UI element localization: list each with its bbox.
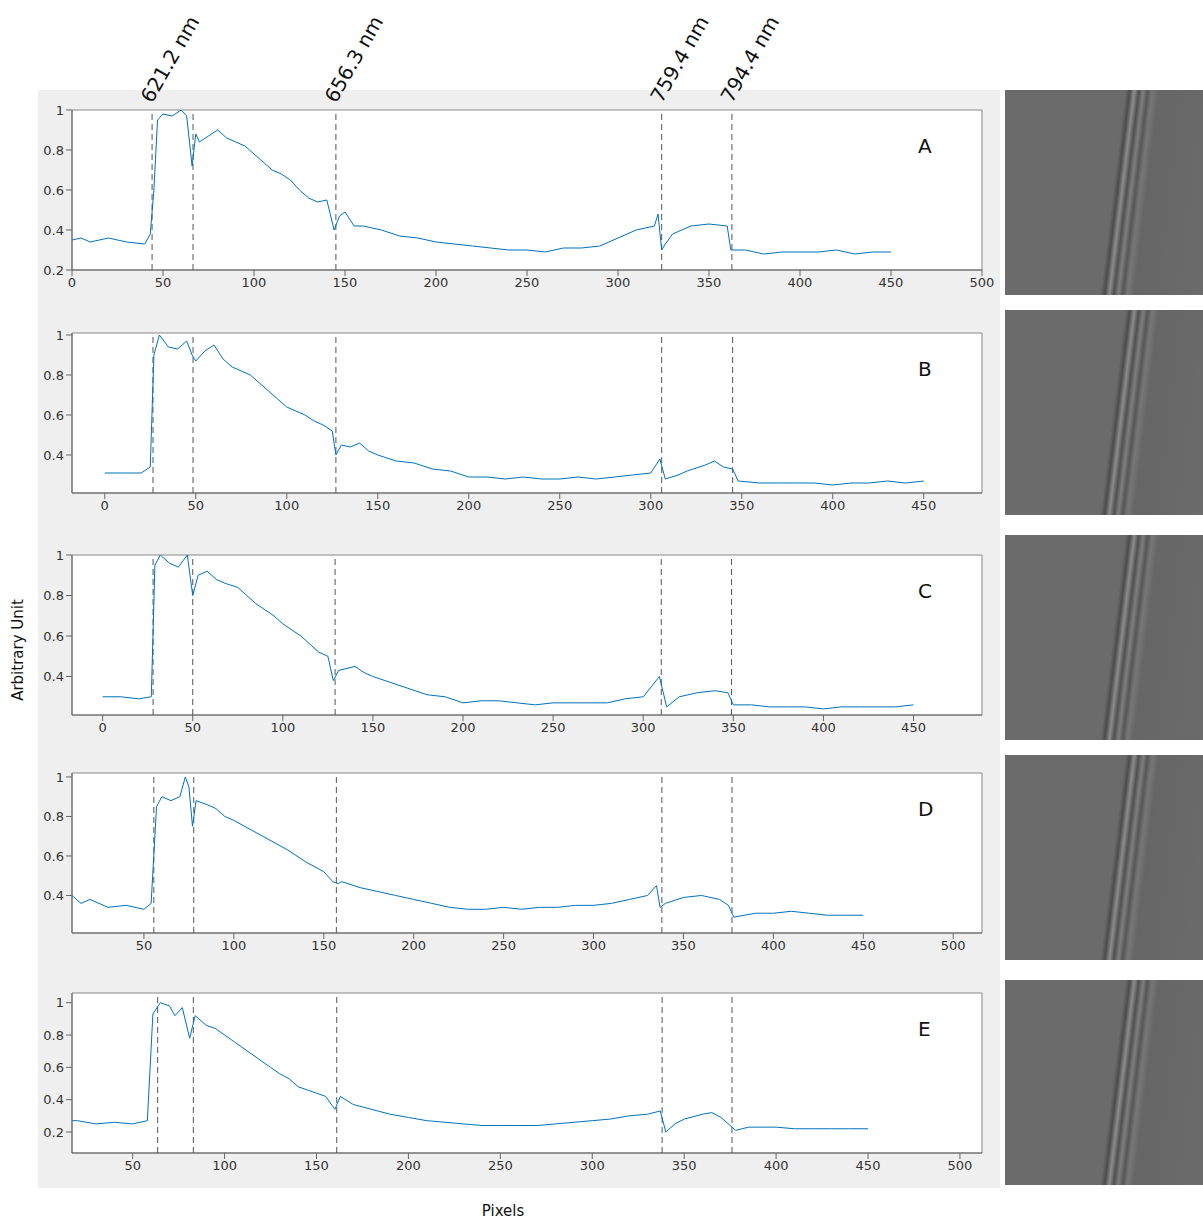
svg-text:0.2: 0.2 — [43, 1125, 64, 1140]
html-text:E: E — [918, 1017, 931, 1041]
svg-text:150: 150 — [311, 938, 336, 953]
svg-text:300: 300 — [580, 1158, 605, 1173]
svg-text:0.4: 0.4 — [43, 223, 64, 238]
svg-text:50: 50 — [124, 1158, 141, 1173]
html-text:B: B — [918, 357, 932, 381]
svg-text:300: 300 — [606, 275, 631, 290]
svg-text:0.8: 0.8 — [43, 1028, 64, 1043]
svg-text:0.4: 0.4 — [43, 888, 64, 903]
html-text:Pixels: Pixels — [481, 1202, 525, 1220]
svg-text:0.6: 0.6 — [43, 849, 64, 864]
svg-text:250: 250 — [515, 275, 540, 290]
svg-text:400: 400 — [820, 498, 845, 513]
svg-text:0.4: 0.4 — [43, 448, 64, 463]
svg-text:1: 1 — [56, 103, 64, 118]
svg-text:794.4 nm: 794.4 nm — [715, 12, 784, 107]
svg-text:150: 150 — [361, 720, 386, 735]
svg-text:50: 50 — [187, 498, 204, 513]
svg-text:0.8: 0.8 — [43, 143, 64, 158]
svg-text:100: 100 — [212, 1158, 237, 1173]
svg-text:759.4 nm: 759.4 nm — [645, 12, 714, 107]
svg-text:0.8: 0.8 — [43, 588, 64, 603]
svg-text:500: 500 — [941, 938, 966, 953]
svg-text:1: 1 — [56, 995, 64, 1010]
svg-text:100: 100 — [270, 720, 295, 735]
svg-text:50: 50 — [136, 938, 153, 953]
svg-text:200: 200 — [396, 1158, 421, 1173]
svg-text:0.6: 0.6 — [43, 629, 64, 644]
html-text:D: D — [918, 797, 934, 821]
svg-text:200: 200 — [424, 275, 449, 290]
svg-text:400: 400 — [788, 275, 813, 290]
svg-text:400: 400 — [761, 938, 786, 953]
svg-text:250: 250 — [491, 938, 516, 953]
svg-text:0.6: 0.6 — [43, 183, 64, 198]
svg-text:150: 150 — [365, 498, 390, 513]
svg-text:50: 50 — [184, 720, 201, 735]
svg-text:150: 150 — [333, 275, 358, 290]
svg-text:621.2 nm: 621.2 nm — [136, 12, 205, 107]
html-text:A: A — [918, 134, 932, 158]
svg-text:350: 350 — [672, 1158, 697, 1173]
svg-text:150: 150 — [304, 1158, 329, 1173]
svg-text:0.6: 0.6 — [43, 408, 64, 423]
svg-text:450: 450 — [856, 1158, 881, 1173]
svg-text:50: 50 — [155, 275, 172, 290]
svg-text:1: 1 — [56, 770, 64, 785]
svg-text:0.4: 0.4 — [43, 1092, 64, 1107]
svg-text:450: 450 — [901, 720, 926, 735]
svg-text:450: 450 — [851, 938, 876, 953]
svg-text:350: 350 — [721, 720, 746, 735]
html-text:Arbitrary Unit: Arbitrary Unit — [9, 599, 27, 701]
svg-text:0: 0 — [68, 275, 76, 290]
svg-text:0.4: 0.4 — [43, 669, 64, 684]
svg-text:200: 200 — [401, 938, 426, 953]
svg-text:100: 100 — [274, 498, 299, 513]
svg-text:0: 0 — [98, 720, 106, 735]
svg-text:0: 0 — [101, 498, 109, 513]
svg-text:200: 200 — [456, 498, 481, 513]
svg-text:400: 400 — [811, 720, 836, 735]
svg-text:250: 250 — [541, 720, 566, 735]
svg-text:450: 450 — [911, 498, 936, 513]
svg-text:300: 300 — [631, 720, 656, 735]
svg-text:500: 500 — [970, 275, 995, 290]
svg-text:300: 300 — [581, 938, 606, 953]
svg-text:300: 300 — [638, 498, 663, 513]
svg-text:450: 450 — [879, 275, 904, 290]
svg-text:250: 250 — [547, 498, 572, 513]
svg-text:400: 400 — [764, 1158, 789, 1173]
svg-text:100: 100 — [242, 275, 267, 290]
svg-text:350: 350 — [729, 498, 754, 513]
svg-text:0.8: 0.8 — [43, 809, 64, 824]
svg-text:350: 350 — [697, 275, 722, 290]
svg-text:200: 200 — [451, 720, 476, 735]
svg-text:656.3 nm: 656.3 nm — [319, 12, 388, 107]
html-text:C: C — [918, 579, 932, 603]
svg-text:250: 250 — [488, 1158, 513, 1173]
svg-text:0.8: 0.8 — [43, 368, 64, 383]
svg-text:500: 500 — [948, 1158, 973, 1173]
svg-text:100: 100 — [221, 938, 246, 953]
svg-text:1: 1 — [56, 328, 64, 343]
svg-text:0.2: 0.2 — [43, 263, 64, 278]
svg-text:0.6: 0.6 — [43, 1060, 64, 1075]
svg-text:1: 1 — [56, 548, 64, 563]
svg-text:350: 350 — [671, 938, 696, 953]
